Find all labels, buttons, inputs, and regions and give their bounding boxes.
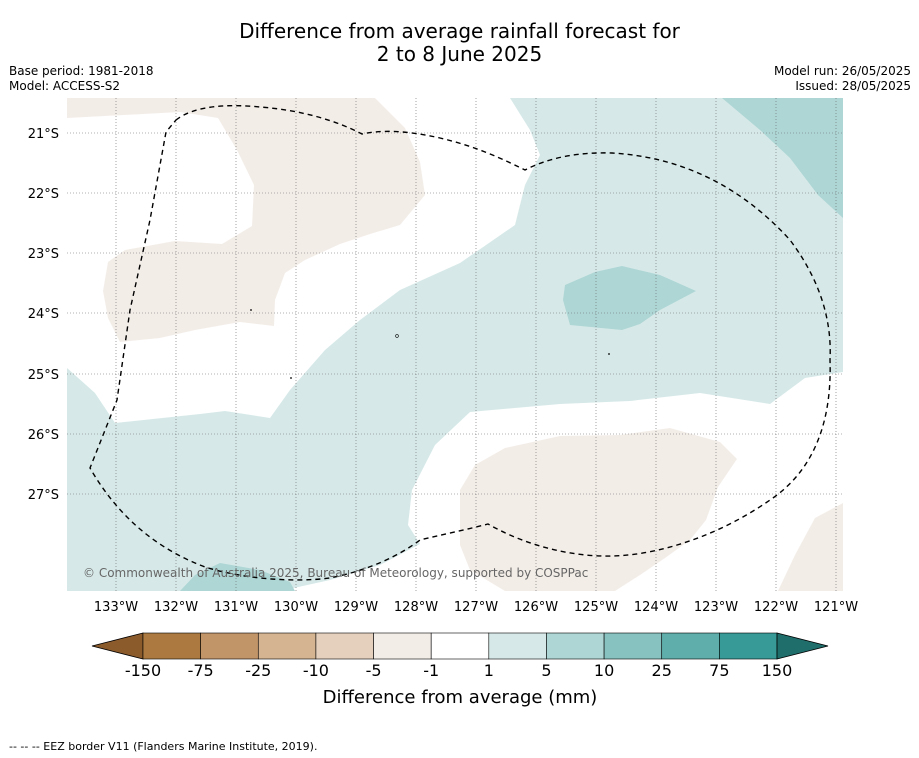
- colorbar-tick-label: 150: [762, 661, 793, 680]
- copyright-text: © Commonwealth of Australia 2025, Bureau…: [83, 566, 588, 580]
- colorbar-segment: [142, 632, 201, 660]
- colorbar-over-arrow: [776, 632, 829, 660]
- colorbar-segment: [488, 632, 547, 660]
- colorbar-tick-label: -10: [303, 661, 329, 680]
- model-run-label: Model run: 26/05/2025: [773, 64, 911, 78]
- lon-label: 122°W: [754, 600, 798, 615]
- colorbar-under-arrow: [91, 632, 144, 660]
- lon-label: 126°W: [514, 600, 558, 615]
- lon-label: 130°W: [274, 600, 318, 615]
- colorbar-segment: [373, 632, 432, 660]
- dry-anomaly-region-far-southeast: [778, 503, 843, 591]
- colorbar-tick-label: 5: [541, 661, 551, 680]
- colorbar-tick-label: 1: [484, 661, 494, 680]
- lat-label: 22°S: [28, 187, 59, 202]
- colorbar-segments: [142, 632, 778, 660]
- colorbar-tick-label: 10: [594, 661, 614, 680]
- lon-label: 132°W: [154, 600, 198, 615]
- lon-label: 124°W: [634, 600, 678, 615]
- colorbar-segment: [430, 632, 490, 660]
- colorbar-tick-label: -1: [423, 661, 439, 680]
- lon-label: 133°W: [94, 600, 138, 615]
- island-mark: [608, 353, 610, 355]
- wet-anomaly-region-northeast: [722, 98, 843, 218]
- eez-border-footnote: -- -- -- EEZ border V11 (Flanders Marine…: [9, 740, 318, 753]
- base-period-label: Base period: 1981-2018: [9, 64, 154, 78]
- dry-anomaly-region-north: [67, 98, 425, 342]
- lon-label: 129°W: [334, 600, 378, 615]
- colorbar-segment: [200, 632, 259, 660]
- colorbar-segment: [546, 632, 605, 660]
- colorbar-tick-label: -5: [366, 661, 382, 680]
- colorbar-tick-label: -25: [245, 661, 271, 680]
- colorbar-tick-labels: -150 -75 -25 -10 -5 -1 1 5 10 25 75 150: [125, 661, 792, 680]
- lat-label: 27°S: [28, 488, 59, 503]
- map-title-line-1: Difference from average rainfall forecas…: [239, 19, 680, 43]
- model-label: Model: ACCESS-S2: [9, 79, 121, 93]
- longitude-labels: 133°W 132°W 131°W 130°W 129°W 128°W 127°…: [94, 600, 858, 615]
- island-mark: [290, 377, 292, 379]
- lat-label: 23°S: [28, 247, 59, 262]
- lon-label: 131°W: [214, 600, 258, 615]
- dry-anomaly-region-southeast: [460, 428, 737, 591]
- issued-label: Issued: 28/05/2025: [795, 79, 911, 93]
- latitude-labels: 21°S 22°S 23°S 24°S 25°S 26°S 27°S: [28, 127, 59, 503]
- wet-anomaly-region-south: [180, 563, 295, 591]
- colorbar-title: Difference from average (mm): [323, 687, 598, 708]
- colorbar-tick-label: 75: [709, 661, 729, 680]
- lat-label: 21°S: [28, 127, 59, 142]
- colorbar-segment: [719, 632, 778, 660]
- lon-label: 127°W: [454, 600, 498, 615]
- colorbar-segment: [661, 632, 720, 660]
- island-mark: [250, 309, 252, 311]
- lat-label: 26°S: [28, 428, 59, 443]
- colorbar-tick-label: -75: [188, 661, 214, 680]
- wet-anomaly-region-main: [67, 98, 843, 591]
- map-title-line-2: 2 to 8 June 2025: [376, 42, 543, 66]
- colorbar-tick-label: -150: [125, 661, 161, 680]
- lon-label: 128°W: [394, 600, 438, 615]
- colorbar-tick-label: 25: [652, 661, 672, 680]
- lat-label: 24°S: [28, 307, 59, 322]
- colorbar-segment: [603, 632, 663, 660]
- colorbar-segment: [315, 632, 374, 660]
- lon-label: 121°W: [814, 600, 858, 615]
- colorbar: -150 -75 -25 -10 -5 -1 1 5 10 25 75 150 Difference …: [91, 632, 829, 708]
- lon-label: 123°W: [694, 600, 738, 615]
- lat-label: 25°S: [28, 368, 59, 383]
- lon-label: 125°W: [574, 600, 618, 615]
- island-mark: [395, 334, 399, 338]
- colorbar-segment: [257, 632, 317, 660]
- graticule: [67, 98, 843, 591]
- map-area: [67, 98, 843, 591]
